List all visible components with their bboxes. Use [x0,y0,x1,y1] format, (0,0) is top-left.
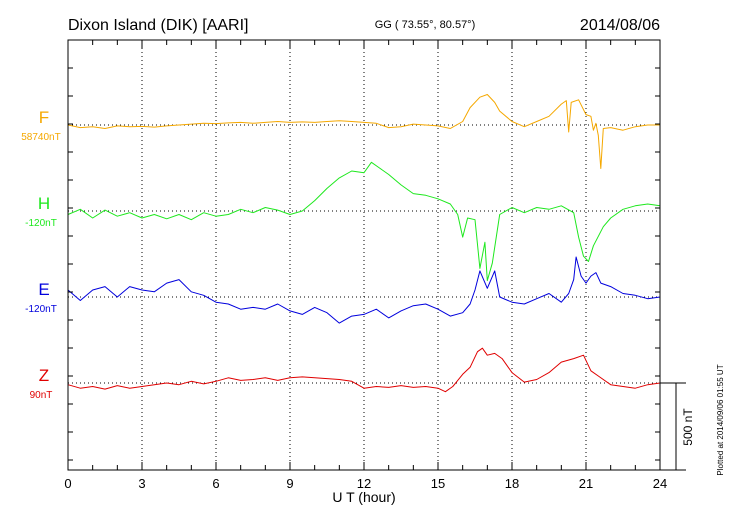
x-tick-label: 6 [212,476,219,491]
series-trace-f [67,94,660,169]
series-trace-e [67,256,661,324]
x-tick-label: 9 [286,476,293,491]
tick-layer [67,40,661,470]
x-tick-label: 18 [505,476,519,491]
grid-layer [68,40,660,470]
component-label-f: F [39,108,49,127]
x-tick-label: 15 [431,476,445,491]
series-trace-z [67,347,661,393]
component-label-e: E [38,280,49,299]
series-trace-h [67,161,661,282]
component-label-h: H [38,194,50,213]
observation-date: 2014/08/06 [580,17,660,34]
component-label-z: Z [39,366,49,385]
label-layer: 0 3 6 9 12 15 18 21 24 F 58740nT H -120nT E -120nT Z 90n… [21,108,667,491]
baseline-value-e: -120nT [25,304,57,315]
x-axis-title: U T (hour) [332,489,395,505]
x-tick-label: 3 [138,476,145,491]
geographic-coordinates: GG ( 73.55°, 80.57°) [375,19,476,31]
x-tick-label: 12 [357,476,371,491]
plotted-at-note: Plotted at 2014/09/06 01:55 UT [716,364,725,475]
baseline-value-z: 90nT [30,390,53,401]
x-tick-label: 21 [579,476,593,491]
station-title: Dixon Island (DIK) [AARI] [68,17,249,34]
baseline-value-h: -120nT [25,218,57,229]
series-layer [67,94,661,393]
baseline-value-f: 58740nT [21,132,60,143]
scale-bar: 500 nT [660,382,695,471]
x-tick-label: 0 [64,476,71,491]
scale-bar-label: 500 nT [681,408,695,446]
x-tick-label: 24 [653,476,667,491]
